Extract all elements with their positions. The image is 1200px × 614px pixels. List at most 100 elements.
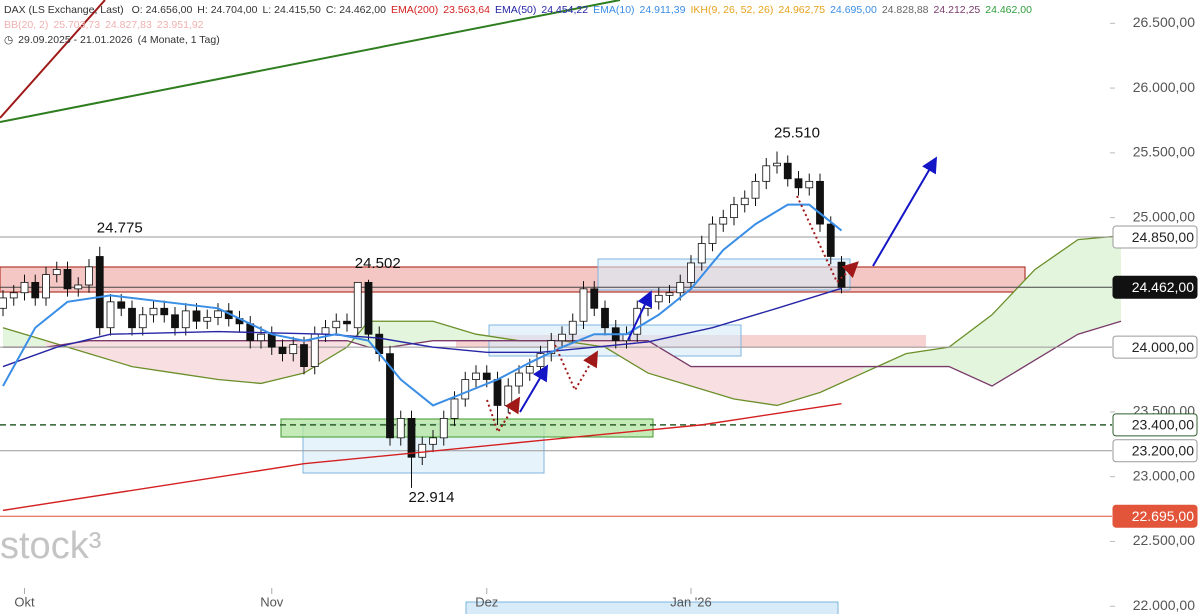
level-label-box	[1112, 504, 1198, 528]
y-tick-label: 26.500,00	[1133, 14, 1195, 30]
ohlc-value: C: 24.462,00	[325, 4, 386, 16]
candle-body	[429, 437, 437, 445]
cloud-segment	[132, 340, 175, 374]
candle-body	[42, 274, 50, 299]
dotted-arrow	[796, 195, 859, 284]
cloud-segment	[648, 340, 691, 387]
x-tick-label: Okt	[14, 594, 35, 609]
cloud-segment	[218, 340, 261, 384]
level-label: 24.462,00	[1132, 279, 1194, 295]
candle-body	[730, 204, 738, 219]
blue-box	[597, 258, 851, 291]
cloud-segment	[89, 340, 132, 367]
candle-body	[267, 333, 276, 348]
candle-body	[203, 316, 212, 322]
candle-body	[106, 301, 115, 329]
y-tick-label: 23.000,00	[1133, 467, 1195, 483]
cloud-segment	[1078, 235, 1121, 335]
candle-body	[816, 180, 824, 225]
ohlc-value: L: 24.415,50	[262, 4, 321, 16]
trend-line	[0, 0, 106, 119]
candle-body	[590, 288, 599, 309]
indicator-value: 23.951,92	[156, 19, 204, 31]
candle-body	[117, 301, 126, 309]
price-annotation: 24.775	[97, 220, 143, 237]
indicator-value: 24.911,39	[639, 4, 686, 16]
candle-body	[85, 266, 93, 286]
trend-line	[0, 0, 621, 123]
legend-header: DAX (LS Exchange, Last) O: 24.656,00 H: 2…	[4, 3, 1037, 48]
candle-body	[547, 340, 556, 355]
level-label: 24.850,00	[1132, 229, 1194, 245]
candle-body	[794, 178, 803, 189]
cloud-segment	[304, 340, 347, 374]
ema-line	[2, 287, 842, 368]
candle-body	[95, 256, 104, 329]
levels	[0, 236, 1112, 517]
indicator-value: 24.454,22	[541, 4, 589, 16]
level-label-box	[1112, 275, 1198, 299]
indicator-lines	[2, 203, 843, 512]
indicator-value: 24.827,83	[105, 19, 152, 31]
x-tick-label: Dez	[475, 594, 498, 609]
candle-body	[773, 162, 781, 167]
arrow	[519, 364, 549, 413]
y-tick-label: 22.000,00	[1133, 597, 1195, 613]
candle-body	[386, 353, 394, 439]
candle-body	[450, 398, 459, 419]
indicator-value: 25.703,73	[53, 19, 101, 31]
x-tick-label: Nov	[260, 594, 284, 609]
candle-body	[719, 217, 728, 225]
y-tick-label: 22.500,00	[1133, 532, 1195, 548]
period: (4 Monate, 1 Tag)	[137, 34, 220, 46]
level-label: 22.695,00	[1132, 508, 1194, 524]
legend-row: BB(20, 2) 25.703,73 24.827,83 23.951,92	[4, 18, 1037, 33]
candle-body	[783, 162, 792, 180]
candles	[0, 151, 846, 488]
candle-body	[278, 346, 287, 355]
candle-body	[472, 372, 480, 380]
candle-body	[515, 372, 523, 387]
time-box	[465, 601, 839, 614]
indicator-name: EMA(200)	[390, 4, 439, 16]
candle-body	[353, 281, 362, 329]
candle-body	[138, 314, 147, 329]
legend-row: DAX (LS Exchange, Last) O: 24.656,00 H: 2…	[4, 3, 1037, 18]
candle-body	[762, 165, 771, 182]
indicator-value: 23.563,64	[443, 4, 490, 16]
candle-body	[171, 314, 179, 329]
indicator-name: IKH(9, 26, 52, 26)	[690, 4, 774, 16]
candle-body	[181, 310, 190, 329]
candle-body	[665, 292, 674, 296]
candle-body	[9, 292, 18, 299]
level-label: 23.400,00	[1132, 417, 1194, 433]
indicator-value: 24.212,25	[933, 4, 981, 16]
dotted-arrow	[486, 396, 521, 435]
candle-body	[525, 366, 534, 374]
candle-body	[20, 281, 29, 294]
candle-body	[568, 320, 577, 335]
candle-body	[160, 307, 169, 316]
cloud	[2, 235, 1122, 407]
candle-body	[579, 288, 588, 322]
level-label-box	[1112, 413, 1198, 437]
candle-body	[418, 443, 427, 458]
indicator-value: 24.695,00	[830, 4, 877, 16]
cloud-segment	[175, 340, 218, 380]
candle-body	[289, 344, 298, 355]
candle-body	[74, 284, 83, 290]
cloud-line	[2, 235, 1122, 407]
candle-body	[697, 243, 706, 264]
cloud-segment	[691, 366, 734, 399]
price-annotation: 22.914	[409, 489, 455, 506]
cloud-segment	[433, 321, 476, 341]
dotted-arrow	[554, 344, 599, 393]
candle-body	[192, 310, 201, 322]
candle-body	[461, 379, 470, 400]
ohlc-value: O: 24.656,00	[131, 4, 193, 16]
candle-body	[504, 385, 513, 406]
indicator-name: EMA(10)	[593, 4, 635, 16]
cloud-line	[3, 320, 1122, 387]
arrow	[627, 290, 653, 341]
